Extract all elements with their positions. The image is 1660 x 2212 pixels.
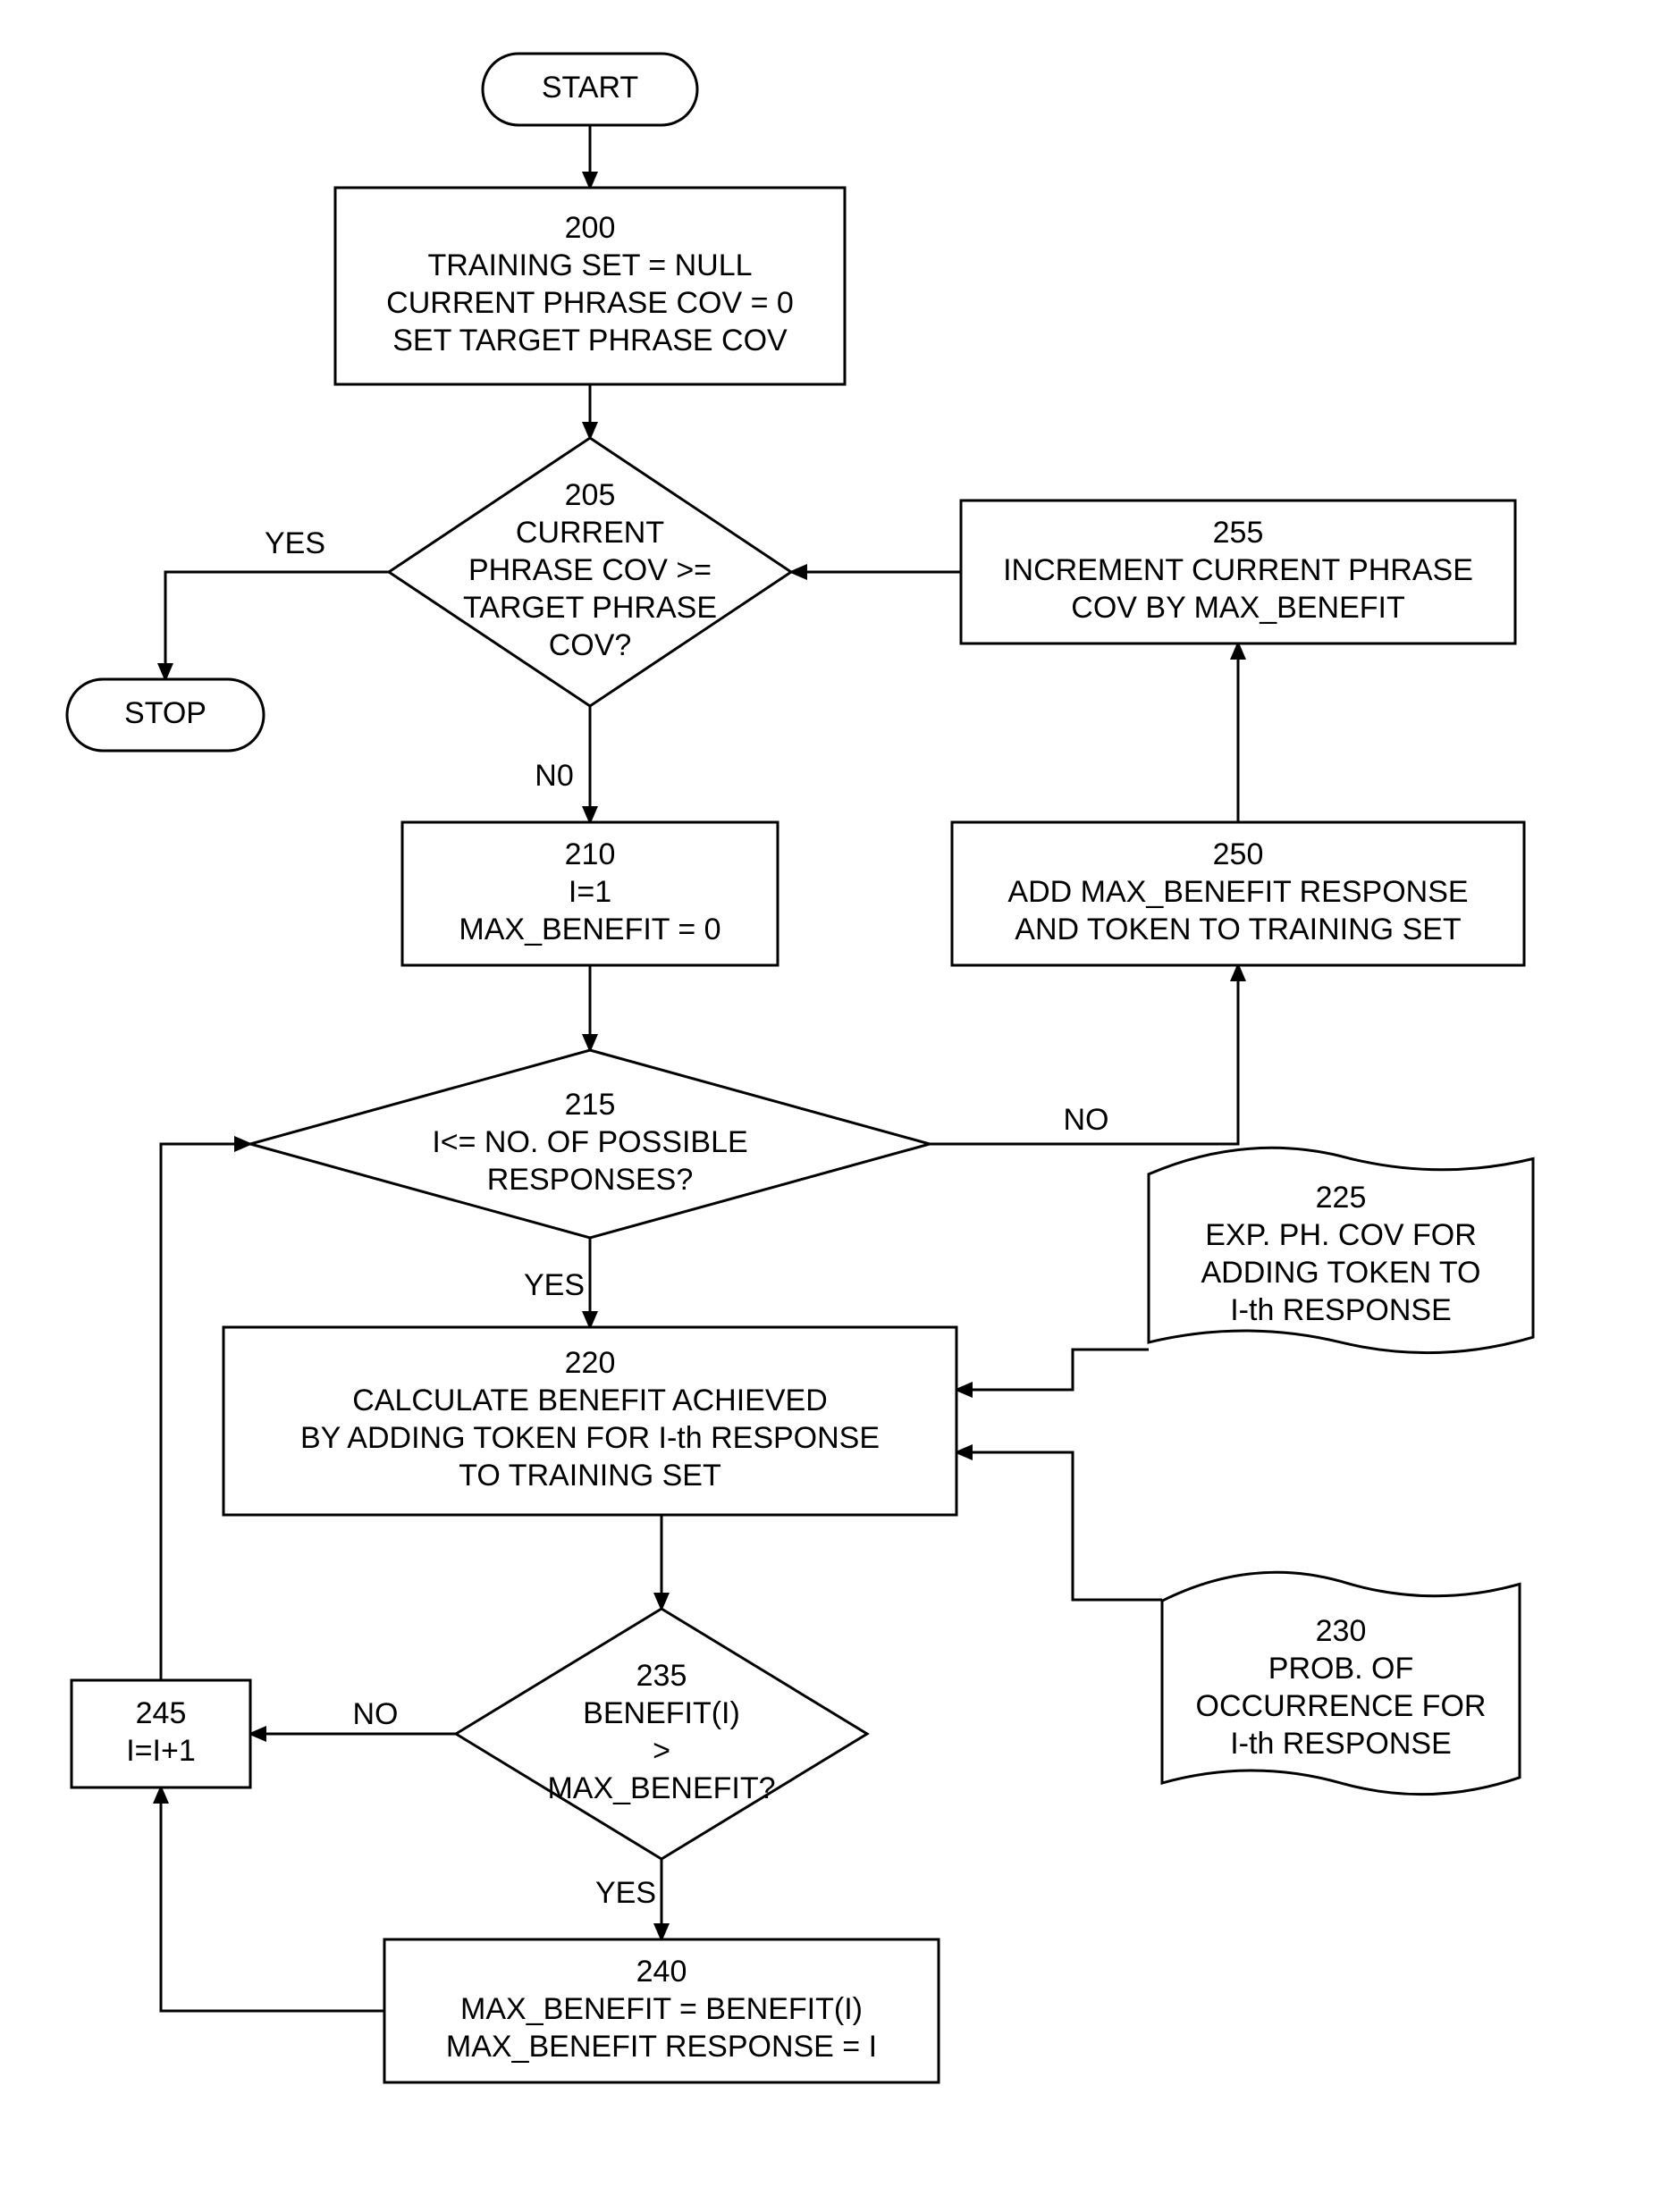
node-n230: 230 PROB. OFOCCURRENCE FOR I-th RESPONSE: [1162, 1572, 1520, 1794]
node-text: I-th RESPONSE: [1230, 1727, 1452, 1761]
node-text: TRAINING SET = NULL: [427, 248, 752, 282]
node-text: MAX_BENEFIT = 0: [459, 913, 720, 946]
edge: [956, 1452, 1162, 1600]
node-text: 210: [565, 837, 616, 871]
node-text: 215: [565, 1088, 616, 1122]
node-text: 250: [1213, 837, 1264, 871]
node-text: PHRASE COV >=: [468, 553, 712, 587]
node-text: PROB. OF: [1268, 1652, 1413, 1686]
edge-label: NO: [353, 1697, 399, 1731]
node-text: TARGET PHRASE: [463, 591, 717, 625]
flowchart-svg: START 200TRAINING SET = NULL CURRENT PHRAS…: [0, 0, 1660, 2212]
node-text: EXP. PH. COV FOR: [1205, 1218, 1477, 1252]
node-text: INCREMENT CURRENT PHRASE: [1003, 553, 1473, 587]
node-n235: 235BENEFIT(I) >MAX_BENEFIT?: [456, 1609, 867, 1859]
edge-label: YES: [524, 1268, 585, 1302]
node-text: 205: [565, 478, 616, 512]
node-text: CALCULATE BENEFIT ACHIEVED: [352, 1384, 828, 1417]
node-text: 200: [565, 211, 616, 245]
node-text: MAX_BENEFIT?: [547, 1771, 775, 1805]
node-text: I=I+1: [126, 1734, 196, 1768]
node-text: CURRENT PHRASE COV = 0: [386, 286, 794, 320]
edge: [165, 572, 389, 679]
node-text: ADDING TOKEN TO: [1201, 1256, 1480, 1290]
node-text: 240: [636, 1955, 687, 1989]
node-text: MAX_BENEFIT RESPONSE = I: [446, 2030, 877, 2064]
edge: [956, 1350, 1149, 1390]
node-text: BY ADDING TOKEN FOR I-th RESPONSE: [300, 1421, 880, 1455]
edge-label: YES: [265, 526, 325, 560]
node-text: I<= NO. OF POSSIBLE: [432, 1125, 747, 1159]
node-text: COV?: [549, 628, 632, 662]
node-stop: STOP: [67, 679, 264, 751]
node-text: RESPONSES?: [487, 1163, 694, 1197]
node-start: START: [483, 54, 697, 125]
node-text: START: [542, 71, 638, 105]
node-text: 255: [1213, 516, 1264, 550]
node-n200: 200TRAINING SET = NULL CURRENT PHRASE COV…: [335, 188, 845, 384]
node-text: CURRENT: [516, 516, 664, 550]
node-text: 225: [1316, 1181, 1367, 1215]
node-text: OCCURRENCE FOR: [1196, 1689, 1487, 1723]
node-n255: 255INCREMENT CURRENT PHRASE COV BY MAX_BE…: [961, 500, 1515, 643]
node-n205: 205 CURRENTPHRASE COV >= TARGET PHRASECOV?: [389, 438, 791, 706]
node-text: 245: [136, 1696, 187, 1730]
node-text: COV BY MAX_BENEFIT: [1071, 591, 1404, 625]
node-text: BENEFIT(I): [583, 1696, 740, 1730]
node-text: I-th RESPONSE: [1230, 1293, 1452, 1327]
node-text: >: [653, 1734, 670, 1768]
node-text: 220: [565, 1346, 616, 1380]
node-text: SET TARGET PHRASE COV: [392, 324, 788, 357]
node-text: ADD MAX_BENEFIT RESPONSE: [1007, 875, 1468, 909]
edge-label: N0: [535, 759, 573, 793]
node-n220: 220 CALCULATE BENEFIT ACHIEVED BY ADDING T…: [223, 1327, 956, 1515]
node-text: STOP: [124, 696, 206, 730]
node-text: I=1: [569, 875, 611, 909]
node-n245: 245 I=I+1: [72, 1680, 250, 1787]
node-text: 235: [636, 1659, 687, 1693]
node-text: AND TOKEN TO TRAINING SET: [1015, 913, 1461, 946]
edge-label: NO: [1064, 1103, 1109, 1137]
node-n240: 240MAX_BENEFIT = BENEFIT(I) MAX_BENEFIT R…: [384, 1939, 939, 2082]
node-text: MAX_BENEFIT = BENEFIT(I): [460, 1992, 863, 2026]
edge-label: YES: [595, 1876, 656, 1910]
node-n215: 215I<= NO. OF POSSIBLE RESPONSES?: [250, 1050, 930, 1238]
node-text: TO TRAINING SET: [459, 1459, 720, 1493]
node-n225: 225EXP. PH. COV FOR ADDING TOKEN TOI-th R…: [1149, 1148, 1533, 1352]
node-text: 230: [1316, 1614, 1367, 1648]
node-n250: 250 ADD MAX_BENEFIT RESPONSE AND TOKEN TO …: [952, 822, 1524, 965]
edge: [161, 1787, 384, 2011]
node-n210: 210 I=1 MAX_BENEFIT = 0: [402, 822, 778, 965]
